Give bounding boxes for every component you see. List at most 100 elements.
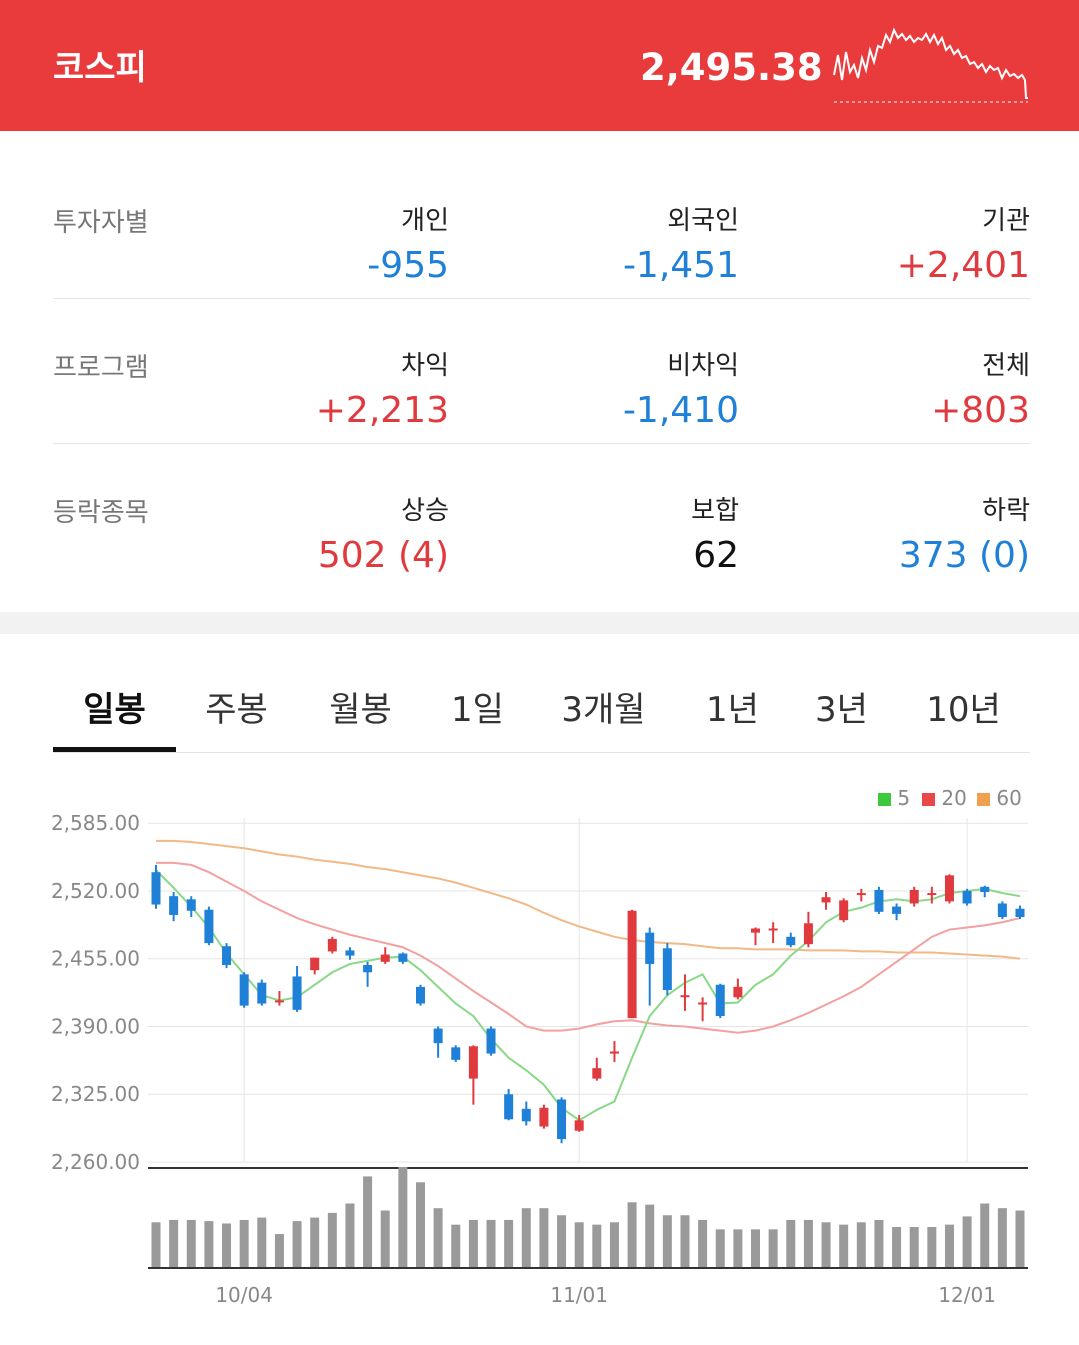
tab-5[interactable]: 1년 — [706, 690, 759, 730]
tab-2[interactable]: 월봉 — [329, 690, 392, 730]
candle-body — [821, 897, 831, 903]
candle-body — [327, 938, 337, 952]
candle-body — [486, 1028, 496, 1054]
stat-value: +803 — [931, 390, 1030, 431]
candle-body — [609, 1051, 619, 1054]
y-tick-label: 2,455.00 — [51, 947, 140, 971]
volume-bar — [433, 1208, 443, 1267]
candle-body — [310, 957, 320, 971]
volume-bar — [751, 1229, 761, 1267]
volume-bar — [839, 1224, 849, 1267]
legend-ma20-label: 20 — [941, 786, 967, 810]
candle-body — [204, 909, 214, 944]
legend-ma5: 5 — [878, 786, 910, 810]
price-chart[interactable]: 2,585.00 2,520.00 2,455.00 2,390.00 2,325.00… — [0, 790, 1079, 1330]
candle-body — [398, 953, 408, 962]
volume-bar — [380, 1210, 390, 1267]
tab-7[interactable]: 10년 — [926, 690, 1001, 730]
tab-1[interactable]: 주봉 — [205, 690, 268, 730]
stat-value: 62 — [693, 535, 739, 576]
candle-body — [944, 875, 954, 902]
stat-label: 개인 — [401, 206, 449, 236]
row-divider — [53, 298, 1030, 299]
tab-3[interactable]: 1일 — [451, 690, 504, 730]
volume-bar — [292, 1221, 302, 1267]
row-label: 등락종목 — [53, 498, 149, 528]
candle-body — [698, 1002, 708, 1005]
volume-bar — [680, 1215, 690, 1267]
stat-value: 373 (0) — [898, 535, 1030, 576]
candle-body — [169, 896, 179, 915]
candle-body — [468, 1046, 478, 1079]
index-header[interactable]: 코스피 2,495.38 — [0, 0, 1079, 131]
volume-bar — [962, 1216, 972, 1267]
candle-body — [751, 928, 761, 933]
volume-bar — [927, 1227, 937, 1267]
candle-body — [962, 890, 972, 904]
stat-cell: 보합 62 — [489, 490, 739, 576]
candle-body — [151, 872, 161, 905]
volume-bar — [186, 1219, 196, 1267]
period-tabs: 일봉 주봉 월봉 1일 3개월 1년 3년 10년 — [53, 680, 1030, 753]
volume-bar — [151, 1222, 161, 1267]
volume-bar — [662, 1215, 672, 1267]
stat-cell: 전체 +803 — [780, 345, 1030, 431]
candle-body — [786, 936, 796, 946]
y-tick-label: 2,520.00 — [51, 879, 140, 903]
candle-body — [627, 910, 637, 1019]
stat-value: -1,410 — [622, 390, 739, 431]
stat-cell: 개인 -955 — [199, 200, 449, 286]
stat-cell: 차익 +2,213 — [199, 345, 449, 431]
candle-body — [856, 893, 866, 896]
row-divider — [53, 443, 1030, 444]
candle-body — [645, 932, 655, 964]
candle-body — [909, 889, 919, 904]
stat-value: 502 (4) — [317, 535, 449, 576]
ma5-line — [155, 869, 1021, 1122]
volume-bar — [363, 1176, 373, 1267]
volume-bar — [909, 1227, 919, 1267]
stat-cell: 상승 502 (4) — [199, 490, 449, 576]
volume-bar — [504, 1219, 514, 1267]
stat-cell: 기관 +2,401 — [780, 200, 1030, 286]
volume-bar — [415, 1182, 425, 1267]
volume-bar — [327, 1212, 337, 1267]
x-tick-label: 11/01 — [550, 1283, 608, 1307]
volume-bar — [574, 1222, 584, 1267]
y-tick-label: 2,325.00 — [51, 1082, 140, 1106]
legend-ma20: 20 — [922, 786, 967, 810]
volume-bar — [715, 1229, 725, 1267]
volume-bar — [627, 1202, 637, 1267]
candle-body — [222, 946, 232, 965]
candle-body — [680, 995, 690, 998]
volume-bar — [609, 1222, 619, 1267]
volume-bar — [521, 1208, 531, 1267]
candle-body — [292, 976, 302, 1010]
row-label: 프로그램 — [53, 353, 149, 383]
tab-0[interactable]: 일봉 — [53, 680, 176, 752]
volume-bar — [239, 1219, 249, 1267]
info-row: 투자자별 개인 -955 외국인 -1,451 기관 +2,401 — [53, 150, 1030, 294]
stat-label: 비차익 — [667, 351, 739, 381]
ma20-line — [156, 861, 1021, 1034]
stat-value: +2,401 — [896, 245, 1030, 286]
volume-bar — [856, 1222, 866, 1267]
section-gap — [0, 612, 1079, 634]
volume-bar — [204, 1221, 214, 1267]
legend-ma60-swatch — [977, 793, 990, 806]
volume-bar — [222, 1223, 232, 1267]
candle-body — [257, 982, 267, 1004]
candle-body — [415, 986, 425, 1004]
tab-4[interactable]: 3개월 — [561, 690, 646, 730]
y-tick-label: 2,390.00 — [51, 1014, 140, 1038]
tab-6[interactable]: 3년 — [815, 690, 868, 730]
x-tick-label: 10/04 — [215, 1283, 273, 1307]
volume-bar — [310, 1217, 320, 1267]
volume-bar — [944, 1224, 954, 1267]
stat-label: 외국인 — [667, 206, 739, 236]
y-tick-label: 2,585.00 — [51, 811, 140, 835]
candle-body — [768, 928, 778, 931]
stat-cell: 하락 373 (0) — [780, 490, 1030, 576]
row-label: 투자자별 — [53, 208, 149, 238]
candle-body — [839, 900, 849, 921]
